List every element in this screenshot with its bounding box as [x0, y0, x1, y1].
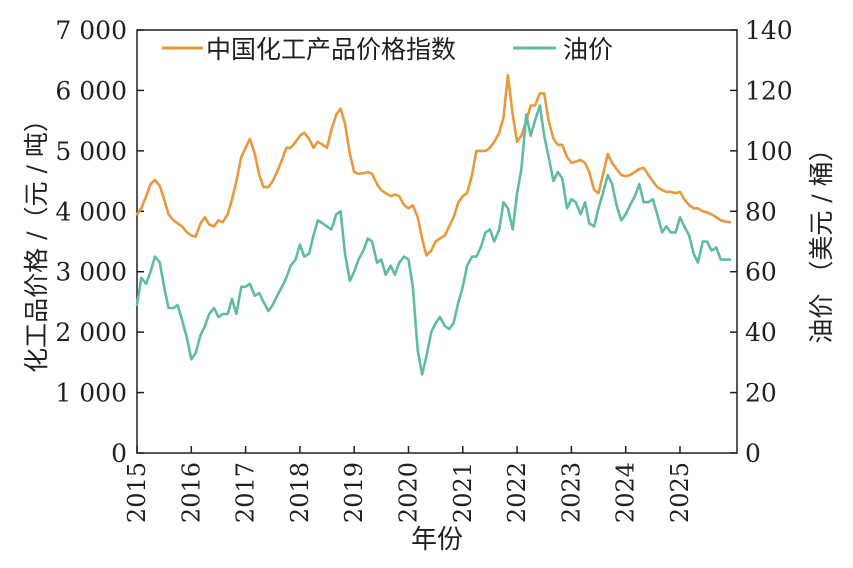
series-line-oil-price — [135, 104, 732, 376]
y-left-tick-label: 3 000 — [55, 258, 127, 287]
x-tick-label: 2022 — [503, 462, 531, 523]
y-right-tick-label: 100 — [745, 137, 793, 166]
series-line-chemical-index — [135, 74, 732, 257]
y-left-tick-label: 2 000 — [55, 318, 127, 347]
y-left-tick-label: 4 000 — [55, 197, 127, 226]
x-tick-label: 2021 — [449, 462, 477, 523]
y-right-tick-label: 40 — [745, 318, 777, 347]
y-left-tick-label: 1 000 — [55, 379, 127, 408]
y-right-tick-label: 20 — [745, 379, 777, 408]
legend-label-oil-price: 油价 — [563, 35, 613, 64]
axes-layer: 0 1 000 2 000 3 000 4 000 5 000 6 000 7 000 0 20 4… — [55, 16, 792, 523]
x-tick-label: 2025 — [666, 462, 694, 523]
y-left-tick-label: 7 000 — [55, 16, 127, 45]
y-axis-right-title: 油价 （美元 / 桶） — [807, 136, 836, 343]
series-layer — [135, 74, 732, 376]
x-tick-label: 2024 — [612, 462, 640, 523]
y-left-tick-label: 0 — [111, 439, 127, 468]
y-right-tick-label: 140 — [745, 16, 793, 45]
x-tick-label: 2018 — [286, 462, 314, 523]
x-tick-label: 2015 — [123, 462, 151, 523]
x-tick-label: 2019 — [340, 462, 368, 523]
y-right-tick-label: 120 — [745, 76, 793, 105]
y-axis-left-title: 化工品价格 /（元 / 吨） — [22, 107, 51, 373]
x-tick-label: 2016 — [177, 462, 205, 523]
y-right-tick-label: 60 — [745, 258, 777, 287]
legend: 中国化工产品价格指数 油价 — [162, 35, 613, 64]
x-axis-title: 年份 — [411, 525, 463, 555]
y-left-tick-label: 6 000 — [55, 76, 127, 105]
x-tick-label: 2023 — [557, 462, 585, 523]
x-tick-label: 2020 — [394, 462, 422, 523]
y-left-tick-label: 5 000 — [55, 137, 127, 166]
legend-label-chemical-index: 中国化工产品价格指数 — [206, 35, 456, 64]
x-tick-label: 2017 — [232, 462, 260, 523]
y-right-tick-label: 0 — [745, 439, 761, 468]
plot-frame — [136, 29, 738, 454]
y-right-tick-label: 80 — [745, 197, 777, 226]
